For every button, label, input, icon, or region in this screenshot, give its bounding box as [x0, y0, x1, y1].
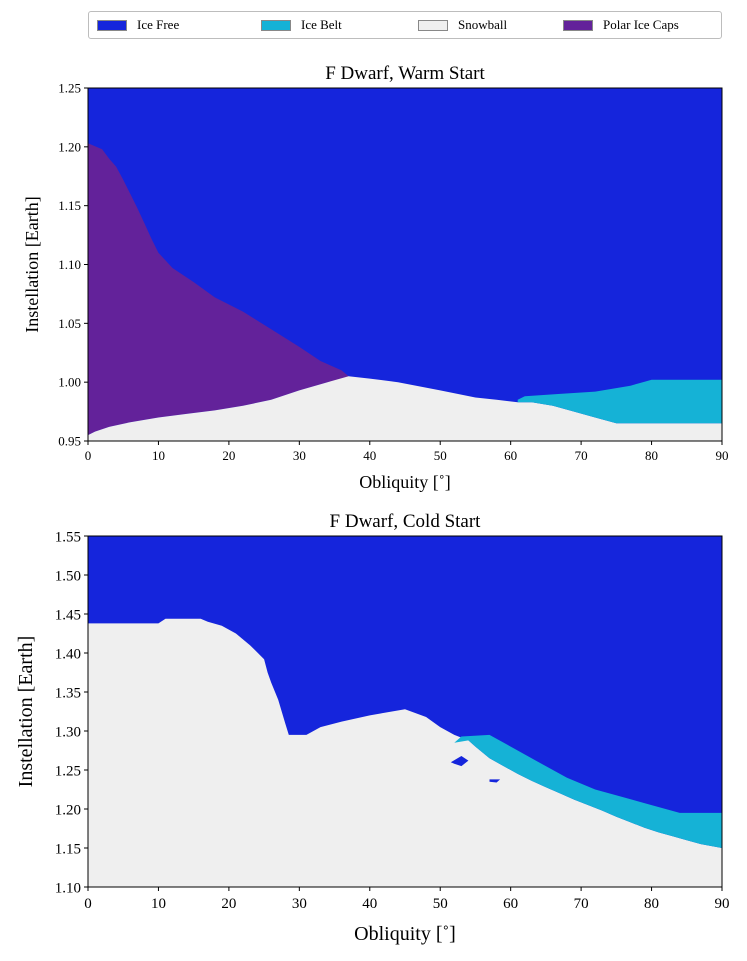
region-ice-belt-1	[454, 734, 722, 848]
legend-item-polar-ice-caps: Polar Ice Caps	[563, 12, 679, 38]
region-snowball-1	[88, 376, 722, 441]
legend-label-polar-ice-caps: Polar Ice Caps	[603, 17, 679, 32]
y-tick-label: 1.15	[55, 841, 81, 857]
x-tick-label: 70	[574, 896, 589, 912]
x-tick-label: 0	[84, 896, 92, 912]
y-tick-label: 1.10	[58, 257, 81, 272]
x-tick-label: 90	[715, 896, 730, 912]
x-tick-label: 10	[152, 448, 165, 463]
chart-title: F Dwarf, Cold Start	[330, 511, 482, 532]
y-tick-label: 1.05	[58, 316, 81, 331]
region-ice-free-3	[489, 779, 501, 783]
x-tick-label: 30	[292, 896, 307, 912]
y-tick-label: 1.40	[55, 646, 81, 662]
region-snowball-0	[88, 618, 722, 887]
x-tick-label: 20	[222, 448, 235, 463]
y-axis-label: Instellation [Earth]	[15, 636, 37, 788]
y-tick-label: 1.25	[55, 763, 81, 779]
y-tick-label: 1.30	[55, 724, 81, 740]
legend-label-ice-belt: Ice Belt	[301, 17, 342, 32]
y-tick-label: 1.50	[55, 568, 81, 584]
y-tick-label: 1.00	[58, 375, 81, 390]
x-tick-label: 30	[293, 448, 306, 463]
legend-item-snowball: Snowball	[418, 12, 507, 38]
legend-swatch-ice-free	[97, 19, 127, 31]
y-tick-label: 1.20	[55, 802, 81, 818]
chart-title: F Dwarf, Warm Start	[325, 63, 485, 84]
y-tick-label: 1.10	[55, 880, 81, 896]
x-tick-label: 70	[575, 448, 588, 463]
legend-item-ice-belt: Ice Belt	[261, 12, 342, 38]
region-ice-free-2	[450, 756, 469, 767]
x-axis-label: Obliquity [˚]	[354, 923, 456, 945]
legend-swatch-snowball	[418, 19, 448, 31]
x-tick-label: 20	[221, 896, 236, 912]
x-tick-label: 40	[363, 448, 376, 463]
y-tick-label: 1.15	[58, 198, 81, 213]
x-tick-label: 50	[433, 896, 448, 912]
x-tick-label: 40	[362, 896, 377, 912]
x-tick-label: 90	[716, 448, 729, 463]
y-tick-label: 1.20	[58, 139, 81, 154]
x-tick-label: 0	[85, 448, 92, 463]
x-tick-label: 60	[504, 448, 517, 463]
y-axis-label: Instellation [Earth]	[22, 196, 42, 332]
x-axis-label: Obliquity [˚]	[359, 472, 451, 492]
legend-swatch-ice-belt	[261, 19, 291, 31]
legend-label-ice-free: Ice Free	[137, 17, 180, 32]
x-tick-label: 10	[151, 896, 166, 912]
legend-swatch-polar-ice-caps	[563, 19, 593, 31]
x-tick-label: 50	[434, 448, 447, 463]
y-tick-label: 1.35	[55, 685, 81, 701]
legend: Ice Free Ice Belt Snowball Polar Ice Cap…	[88, 11, 722, 39]
chart-panel-2: 0 10 20 30 40 50 60 70 80 90 1.10 1.15 1.20 1.25 1.30 1…	[15, 511, 730, 945]
y-tick-label: 1.45	[55, 607, 81, 623]
x-tick-label: 80	[644, 896, 659, 912]
plot-frame	[87, 535, 723, 888]
y-tick-label: 0.95	[58, 434, 81, 449]
legend-label-snowball: Snowball	[458, 17, 508, 32]
x-tick-label: 80	[645, 448, 658, 463]
region-polar-ice-caps-0	[88, 143, 349, 436]
region-ice-belt-2	[517, 379, 722, 424]
x-tick-label: 60	[503, 896, 518, 912]
legend-item-ice-free: Ice Free	[97, 12, 179, 38]
chart-panel-1: 0 10 20 30 40 50 60 70 80 90 0.95 1.00 1.05 1.10 1.15 1…	[22, 63, 729, 492]
y-tick-label: 1.55	[55, 529, 81, 545]
y-tick-label: 1.25	[58, 81, 81, 96]
